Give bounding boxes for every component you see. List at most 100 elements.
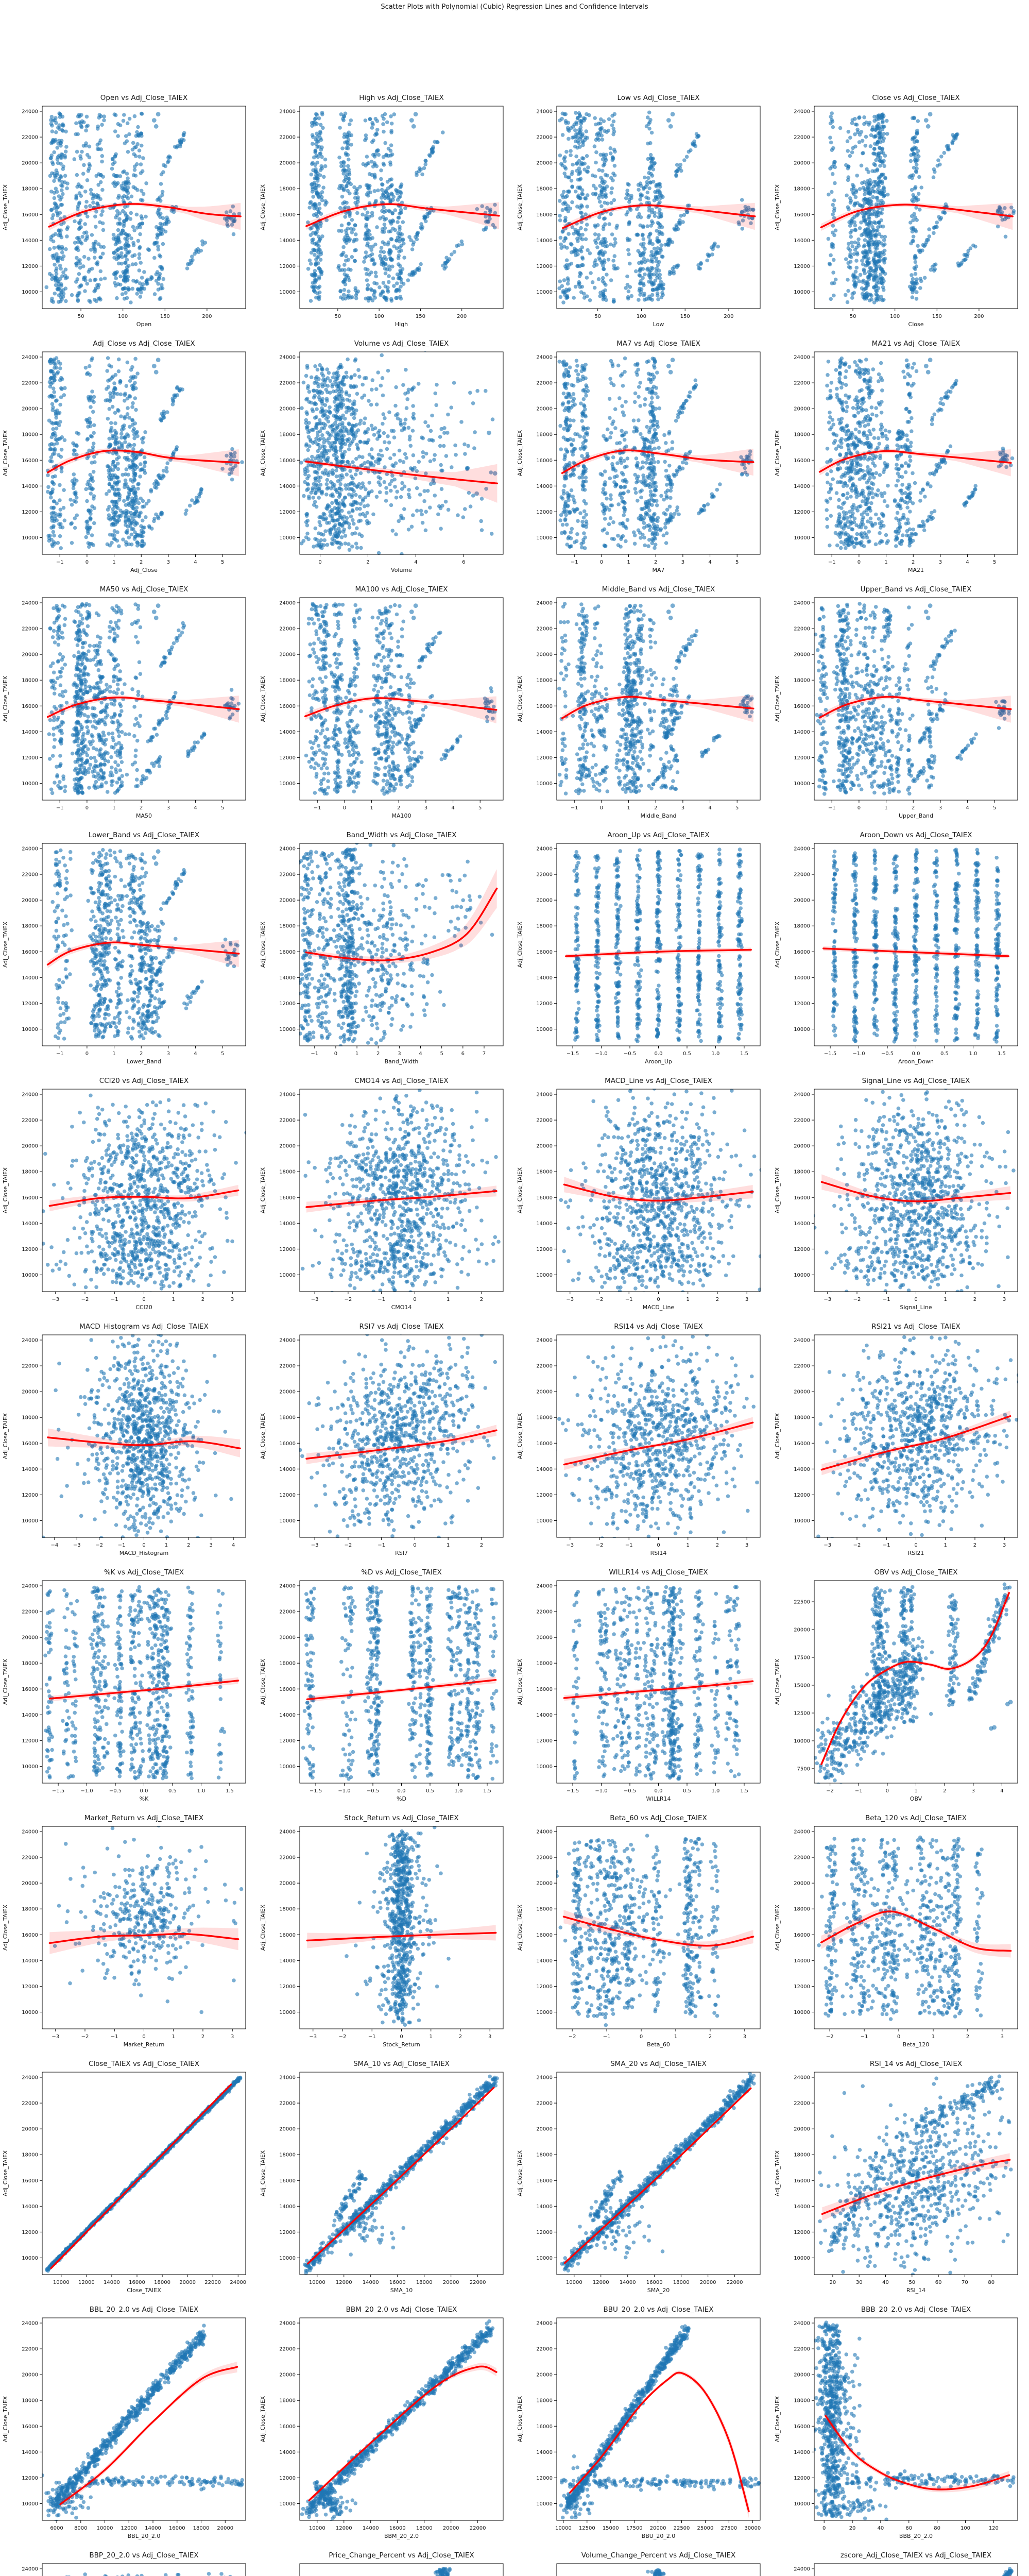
y-tick-label: 20000	[794, 1881, 810, 1887]
y-tick-label: 14000	[794, 484, 810, 489]
y-tick-label: 22000	[279, 381, 296, 386]
y-tick-label: 22000	[536, 1609, 553, 1615]
y-tick-label: 20000	[794, 652, 810, 658]
x-tick-label: 2	[140, 1051, 143, 1057]
x-tick-label: 1	[932, 2034, 935, 2040]
y-tick-label: 18000	[22, 1907, 38, 1912]
x-tick-label: 20000	[700, 2280, 716, 2285]
x-tick-label: 1	[944, 1543, 947, 1548]
x-tick-label: −3	[52, 2034, 59, 2040]
x-tick-label: 1	[112, 1051, 115, 1057]
x-tick-label: 3	[743, 2034, 746, 2040]
y-tick-label: 10000	[536, 1764, 553, 1770]
y-tick-label: 16000	[794, 2178, 810, 2184]
y-tick-label: 24000	[22, 109, 38, 115]
y-tick-label: 18000	[279, 2153, 296, 2158]
x-tick-label: 5	[440, 1051, 443, 1057]
subplot-rsi7: RSI7 vs Adj_Close_TAIEX−3 −2 −1 0 1 210000120…	[258, 1315, 515, 1561]
y-tick-label: 14000	[794, 238, 810, 244]
y-tick-label: 22000	[794, 626, 810, 632]
y-tick-label: 22000	[22, 872, 38, 878]
x-tick-label: 2	[397, 805, 400, 811]
y-axis-label: Adj_Close_TAIEX	[260, 1167, 266, 1213]
x-tick-label: 3	[1003, 1543, 1006, 1548]
x-tick-label: 0	[886, 1788, 889, 1794]
y-tick-label: 22000	[536, 1855, 553, 1861]
y-tick-label: 20000	[794, 1144, 810, 1149]
x-tick-label: 6	[462, 560, 465, 565]
x-tick-label: −1	[828, 805, 836, 811]
x-axis-label: RSI14	[650, 1550, 667, 1556]
x-axis-ticks: −3 −2 −1 0 1 2	[311, 1292, 483, 1302]
y-tick-label: 12000	[536, 1493, 553, 1498]
x-axis-ticks: −1.5 −1.0 −0.5 0.0 0.5 1.0 1.5	[52, 1783, 234, 1794]
x-tick-label: 60	[905, 2526, 912, 2531]
y-tick-label: 10000	[22, 290, 38, 295]
x-tick-label: −3	[824, 1297, 831, 1302]
x-axis-label: BBM_20_2.0	[384, 2533, 419, 2539]
x-tick-label: 0	[400, 2034, 403, 2040]
y-tick-label: 12000	[22, 1001, 38, 1007]
x-tick-label: 50	[78, 314, 84, 319]
plot-title: Signal_Line vs Adj_Close_TAIEX	[862, 1077, 970, 1085]
x-tick-label: 15000	[603, 2526, 619, 2531]
y-tick-label: 24000	[22, 2321, 38, 2327]
x-tick-label: 80	[934, 2526, 940, 2531]
y-tick-label: 16000	[22, 1687, 38, 1692]
y-axis-label: Adj_Close_TAIEX	[260, 921, 266, 968]
y-tick-label: 18000	[279, 2398, 296, 2404]
y-tick-label: 14000	[536, 2450, 553, 2455]
y-tick-label: 16000	[536, 704, 553, 709]
x-axis-ticks: −1.5 −1.0 −0.5 0.0 0.5 1.0 1.5	[567, 1783, 748, 1794]
regression-line	[564, 1681, 752, 1698]
x-axis-label: BBU_20_2.0	[642, 2533, 676, 2539]
x-tick-label: 1	[447, 1543, 450, 1548]
y-tick-label: 16000	[22, 1195, 38, 1201]
y-tick-label: 16000	[794, 458, 810, 464]
x-tick-label: 2	[201, 1297, 204, 1302]
plot-title: Lower_Band vs Adj_Close_TAIEX	[89, 831, 199, 839]
subplot-volume-change-percent: Volume_Change_Percent vs Adj_Close_TAIEX…	[514, 2544, 772, 2576]
x-tick-label: 3	[939, 560, 942, 565]
y-tick-label: 24000	[279, 1584, 296, 1589]
x-tick-label: −2	[826, 1788, 834, 1794]
x-tick-label: 5	[735, 805, 739, 811]
x-tick-label: 150	[932, 314, 942, 319]
x-tick-label: 3	[1003, 1297, 1006, 1302]
y-tick-label: 14000	[794, 1467, 810, 1472]
x-tick-label: 0	[640, 2034, 643, 2040]
y-tick-label: 22000	[279, 1364, 296, 1369]
x-tick-label: 4	[708, 560, 711, 565]
y-tick-label: 20000	[22, 1881, 38, 1887]
y-tick-label: 17500	[794, 1655, 810, 1660]
y-tick-label: 20000	[536, 1389, 553, 1395]
x-axis-ticks: −1 0 1 2 3 4 5	[828, 554, 997, 565]
y-tick-label: 20000	[794, 1389, 810, 1395]
plot-title: Open vs Adj_Close_TAIEX	[100, 94, 187, 102]
y-tick-label: 12000	[536, 1984, 553, 1990]
y-tick-label: 14000	[22, 484, 38, 489]
y-tick-label: 12000	[22, 1738, 38, 1744]
y-tick-label: 24000	[536, 1338, 553, 1344]
x-axis-label: Volume	[391, 567, 412, 573]
x-tick-label: 2	[654, 805, 657, 811]
y-tick-label: 16000	[22, 2178, 38, 2184]
x-tick-label: 16000	[646, 2280, 663, 2285]
x-axis-ticks: −1 0 1 2 3 4 5	[56, 554, 225, 565]
plot-title: RSI7 vs Adj_Close_TAIEX	[359, 1323, 444, 1331]
scatter-points	[572, 848, 744, 1043]
y-tick-label: 18000	[22, 1170, 38, 1175]
y-tick-label: 24000	[794, 2075, 810, 2081]
y-tick-label: 12000	[279, 2476, 296, 2481]
plot-title: Market_Return vs Adj_Close_TAIEX	[84, 1814, 203, 1822]
x-tick-label: 12000	[121, 2526, 137, 2531]
x-tick-label: −4	[50, 1543, 58, 1548]
